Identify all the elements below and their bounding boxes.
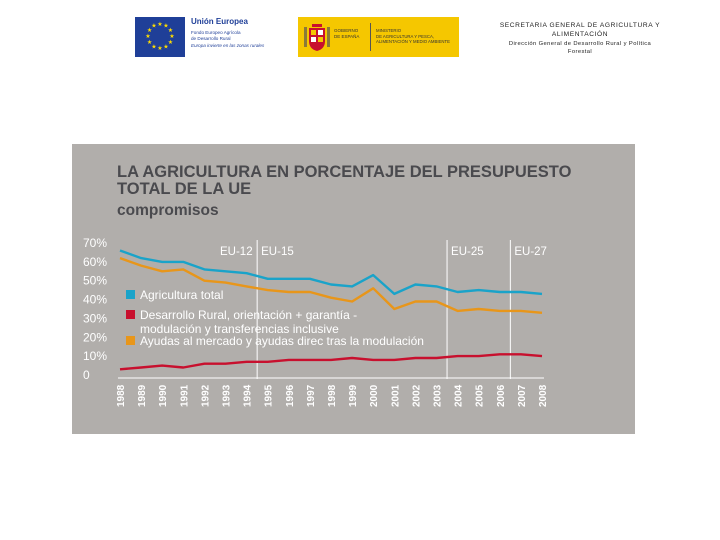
svg-text:★: ★ <box>163 23 168 30</box>
y-tick-label: 10% <box>83 349 107 363</box>
secretaria-line1: SECRETARIA GENERAL DE AGRICULTURA Y <box>499 22 661 29</box>
y-tick-label: 50% <box>83 274 107 288</box>
secretaria-line3: Dirección General de Desarrollo Rural y … <box>508 41 652 47</box>
ministerio-text: MINISTERIO DE AGRICULTURA Y PESCA, ALIME… <box>376 28 451 44</box>
x-tick-label: 1996 <box>285 384 296 407</box>
legend-swatch <box>126 310 135 319</box>
region-label: EU-15 <box>261 246 294 258</box>
svg-text:★: ★ <box>147 39 152 46</box>
svg-text:★: ★ <box>168 27 173 34</box>
chart-title: LA AGRICULTURA EN PORCENTAJE DEL PRESUPU… <box>117 163 572 198</box>
x-tick-label: 1989 <box>137 384 148 407</box>
series-line <box>119 353 543 371</box>
x-tick-label: 1999 <box>348 384 359 407</box>
series-line <box>119 256 543 314</box>
spain-coat-of-arms-icon <box>303 21 331 53</box>
region-label: EU-12 <box>220 246 253 258</box>
x-tick-label: 1997 <box>306 384 317 407</box>
chart-subtitle: compromisos <box>117 202 219 219</box>
y-tick-label: 40% <box>83 293 107 307</box>
x-tick-label: 1992 <box>200 384 211 407</box>
secretaria-text: SECRETARIA GENERAL DE AGRICULTURA Y ALIM… <box>490 21 670 56</box>
eu-fund-line2: de Desarrollo Rural <box>191 36 231 41</box>
chart-panel: LA AGRICULTURA EN PORCENTAJE DEL PRESUPU… <box>72 144 635 434</box>
legend-label: modulación y transferencias inclusive <box>140 322 339 336</box>
gobierno-logo: GOBIERNO DE ESPAÑA MINISTERIO DE AGRICUL… <box>298 17 459 57</box>
logo-divider <box>370 23 371 51</box>
y-tick-label: 70% <box>83 236 107 250</box>
x-tick-label: 2000 <box>369 384 380 407</box>
svg-text:★: ★ <box>169 33 174 40</box>
x-tick-label: 1988 <box>116 384 127 407</box>
y-tick-label: 20% <box>83 330 107 344</box>
x-tick-label: 2008 <box>538 384 549 407</box>
svg-text:★: ★ <box>147 27 152 34</box>
svg-text:★: ★ <box>163 43 168 50</box>
x-tick-label: 1991 <box>179 384 190 407</box>
eu-motto: Europa invierte en las zonas rurales <box>191 43 265 48</box>
region-label: EU-25 <box>451 246 484 258</box>
x-tick-label: 1995 <box>264 384 275 407</box>
svg-text:★: ★ <box>157 21 162 28</box>
eu-title: Unión Europea <box>191 17 248 26</box>
x-tick-label: 2007 <box>517 384 528 407</box>
svg-text:★: ★ <box>157 45 162 52</box>
legend-swatch <box>126 336 135 345</box>
svg-text:★: ★ <box>151 43 156 50</box>
x-tick-label: 1993 <box>222 384 233 407</box>
x-tick-label: 2003 <box>433 384 444 407</box>
legend-label: Agricultura total <box>140 288 223 302</box>
svg-text:★: ★ <box>145 33 150 40</box>
legend-label: Ayudas al mercado y ayudas direc tras la… <box>140 334 424 348</box>
y-tick-label: 30% <box>83 311 107 325</box>
x-tick-label: 2001 <box>390 384 401 407</box>
y-tick-label: 60% <box>83 255 107 269</box>
x-tick-label: 2002 <box>411 384 422 407</box>
x-tick-label: 2006 <box>496 384 507 407</box>
secretaria-line4: Forestal <box>567 49 593 55</box>
x-tick-label: 1998 <box>327 384 338 407</box>
y-tick-label: 0 <box>83 368 90 382</box>
eu-fund-line1: Fondo Europeo Agrícola <box>191 30 241 35</box>
x-tick-label: 1994 <box>243 384 254 407</box>
gobierno-text: GOBIERNO DE ESPAÑA <box>334 28 360 39</box>
x-tick-label: 1990 <box>158 384 169 407</box>
x-tick-label: 2005 <box>475 384 486 407</box>
eu-logo: ★ ★ ★ ★ ★ ★ ★ ★ ★ ★ ★ ★ Unión Europea Fondo Euro… <box>135 17 277 57</box>
legend-label: Desarrollo Rural, orientación + garantía… <box>140 308 357 322</box>
svg-text:★: ★ <box>168 39 173 46</box>
secretaria-line2: ALIMENTACIÓN <box>551 31 609 38</box>
region-label: EU-27 <box>514 246 547 258</box>
eu-flag-icon: ★ ★ ★ ★ ★ ★ ★ ★ ★ ★ ★ ★ <box>135 17 185 57</box>
series-line <box>119 249 543 296</box>
chart-svg: EU-12 EU-15 EU-25 EU-27 0 10% 20% 30% 40% 50% 60% 7… <box>83 236 549 407</box>
svg-text:★: ★ <box>151 23 156 30</box>
x-tick-label: 2004 <box>454 384 465 407</box>
legend-swatch <box>126 290 135 299</box>
